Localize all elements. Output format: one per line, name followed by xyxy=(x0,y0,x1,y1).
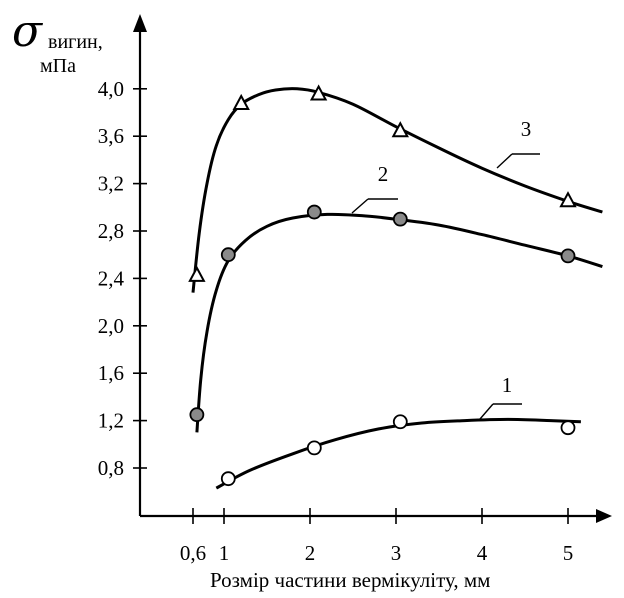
series-3-label: 3 xyxy=(521,117,532,141)
series-3-point xyxy=(559,191,577,208)
x-tick-label: 1 xyxy=(219,541,230,565)
series-3-line xyxy=(191,87,603,293)
y-axis-symbol: σ xyxy=(12,6,44,57)
series-3-point xyxy=(309,84,328,101)
y-tick-label: 2,4 xyxy=(98,266,125,290)
axes xyxy=(133,14,612,523)
x-tick-label: 5 xyxy=(563,541,574,565)
series-2-point xyxy=(220,247,236,263)
series-2-point xyxy=(189,407,205,423)
y-tick-label: 0,8 xyxy=(98,456,124,480)
series-2-point xyxy=(392,211,408,227)
series-1-point xyxy=(220,471,236,487)
series-2-label: 2 xyxy=(378,162,389,186)
ticks: 0,6 1 2 3 4 5 0,8 1,2 1,6 2,0 2,4 2,8 3,2 3,6 4,0 xyxy=(98,77,574,565)
series-1-leader xyxy=(479,403,494,420)
series-3-leader xyxy=(496,153,513,169)
x-tick-label: 2 xyxy=(305,541,316,565)
y-axis-arrow xyxy=(133,14,147,32)
series-2-point xyxy=(306,204,322,220)
series-1-point xyxy=(306,440,322,456)
x-tick-label: 3 xyxy=(391,541,402,565)
y-tick-label: 2,0 xyxy=(98,314,124,338)
series-2-line xyxy=(195,212,603,433)
y-tick-label: 4,0 xyxy=(98,77,124,101)
x-tick-label: 4 xyxy=(477,541,488,565)
series-1-point xyxy=(392,414,408,430)
series-2: 2 xyxy=(189,162,603,433)
series-1-point xyxy=(560,420,576,436)
y-tick-label: 1,6 xyxy=(98,361,124,385)
series-3-point xyxy=(391,121,409,138)
y-axis-unit: мПа xyxy=(40,55,76,77)
series-3: 3 xyxy=(188,84,603,293)
x-axis-label: Розмір частини вермікуліту, мм xyxy=(210,568,490,592)
y-tick-label: 3,2 xyxy=(98,172,124,196)
series-2-point xyxy=(560,248,576,264)
y-tick-label: 2,8 xyxy=(98,219,124,243)
series-1-label: 1 xyxy=(502,373,513,397)
series-3-point xyxy=(188,265,206,282)
y-axis-subscript: вигин, xyxy=(48,31,103,53)
series-1-line xyxy=(215,417,581,490)
series-3-point xyxy=(232,93,250,111)
series-2-leader xyxy=(351,198,369,214)
x-tick-label: 0,6 xyxy=(180,541,206,565)
y-tick-label: 3,6 xyxy=(98,124,124,148)
series-group: 1 2 3 xyxy=(188,84,603,490)
series-1: 1 xyxy=(215,373,581,490)
x-axis-arrow xyxy=(596,509,612,523)
y-tick-label: 1,2 xyxy=(98,409,124,433)
